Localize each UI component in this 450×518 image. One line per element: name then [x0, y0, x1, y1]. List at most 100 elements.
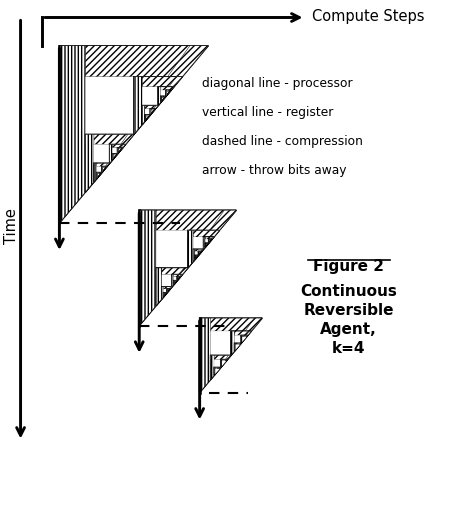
Polygon shape: [195, 255, 196, 260]
Polygon shape: [194, 237, 214, 262]
Polygon shape: [200, 318, 262, 393]
Polygon shape: [241, 335, 248, 337]
Polygon shape: [172, 275, 174, 287]
Polygon shape: [158, 87, 174, 106]
Polygon shape: [162, 275, 182, 299]
Polygon shape: [211, 355, 231, 359]
Polygon shape: [177, 277, 178, 281]
Polygon shape: [139, 210, 236, 326]
Polygon shape: [162, 287, 163, 299]
Polygon shape: [163, 289, 170, 297]
Polygon shape: [97, 172, 98, 179]
Polygon shape: [161, 96, 166, 97]
Polygon shape: [174, 281, 177, 285]
Polygon shape: [188, 231, 219, 237]
Polygon shape: [110, 145, 112, 163]
Text: Figure 2: Figure 2: [313, 259, 384, 274]
Polygon shape: [94, 163, 110, 182]
Polygon shape: [234, 343, 241, 344]
Polygon shape: [142, 106, 158, 124]
Polygon shape: [112, 154, 117, 160]
Text: Time: Time: [4, 208, 18, 243]
Polygon shape: [222, 361, 226, 366]
Polygon shape: [174, 281, 175, 285]
Polygon shape: [231, 331, 251, 355]
Polygon shape: [231, 331, 251, 355]
Polygon shape: [156, 268, 188, 306]
Polygon shape: [145, 115, 150, 116]
Polygon shape: [59, 46, 208, 223]
Polygon shape: [158, 87, 174, 106]
Polygon shape: [214, 359, 227, 376]
Polygon shape: [194, 249, 203, 262]
Polygon shape: [174, 281, 177, 285]
Polygon shape: [236, 344, 240, 350]
Polygon shape: [134, 77, 182, 87]
Text: arrow - throw bits away: arrow - throw bits away: [202, 164, 346, 178]
Polygon shape: [163, 293, 167, 294]
Polygon shape: [198, 251, 202, 255]
Polygon shape: [156, 268, 188, 306]
Polygon shape: [112, 154, 117, 160]
Polygon shape: [102, 166, 107, 172]
Polygon shape: [234, 343, 241, 351]
Polygon shape: [221, 359, 227, 361]
Polygon shape: [231, 331, 234, 355]
Polygon shape: [172, 275, 182, 287]
Polygon shape: [150, 109, 155, 115]
Polygon shape: [156, 268, 188, 275]
Polygon shape: [194, 249, 203, 262]
Polygon shape: [172, 275, 182, 287]
Polygon shape: [234, 343, 236, 351]
Polygon shape: [241, 335, 248, 343]
Polygon shape: [205, 239, 212, 247]
Text: dashed line - compression: dashed line - compression: [202, 135, 363, 148]
Polygon shape: [142, 106, 145, 124]
Polygon shape: [209, 239, 212, 243]
Polygon shape: [214, 367, 221, 376]
Polygon shape: [166, 90, 171, 96]
Polygon shape: [195, 251, 202, 260]
Polygon shape: [221, 359, 227, 367]
Polygon shape: [139, 210, 156, 326]
Polygon shape: [86, 134, 94, 192]
Polygon shape: [188, 231, 194, 268]
Polygon shape: [134, 77, 182, 134]
Text: diagonal line - processor: diagonal line - processor: [202, 77, 352, 90]
Polygon shape: [158, 87, 174, 90]
Polygon shape: [163, 293, 167, 297]
Polygon shape: [166, 90, 171, 96]
Polygon shape: [59, 46, 86, 223]
Polygon shape: [134, 77, 142, 134]
Polygon shape: [167, 289, 170, 293]
Polygon shape: [166, 90, 171, 91]
Polygon shape: [188, 231, 219, 268]
Polygon shape: [205, 243, 209, 244]
Polygon shape: [86, 134, 134, 145]
Polygon shape: [97, 172, 102, 174]
Polygon shape: [162, 287, 172, 299]
Polygon shape: [102, 166, 107, 167]
Polygon shape: [161, 96, 166, 103]
Polygon shape: [117, 148, 118, 154]
Polygon shape: [203, 237, 214, 239]
Polygon shape: [205, 243, 206, 247]
Polygon shape: [142, 106, 158, 109]
Polygon shape: [110, 145, 126, 148]
Polygon shape: [163, 293, 167, 297]
Polygon shape: [198, 251, 199, 255]
Polygon shape: [198, 251, 202, 252]
Polygon shape: [211, 355, 231, 380]
Polygon shape: [234, 343, 241, 351]
Polygon shape: [214, 367, 221, 369]
Polygon shape: [112, 154, 117, 155]
Polygon shape: [97, 172, 102, 179]
Polygon shape: [139, 210, 236, 326]
Polygon shape: [194, 249, 203, 251]
Polygon shape: [205, 243, 209, 247]
Polygon shape: [200, 318, 262, 393]
Polygon shape: [112, 154, 113, 160]
Polygon shape: [139, 210, 236, 231]
Polygon shape: [211, 331, 251, 380]
Polygon shape: [110, 145, 126, 163]
